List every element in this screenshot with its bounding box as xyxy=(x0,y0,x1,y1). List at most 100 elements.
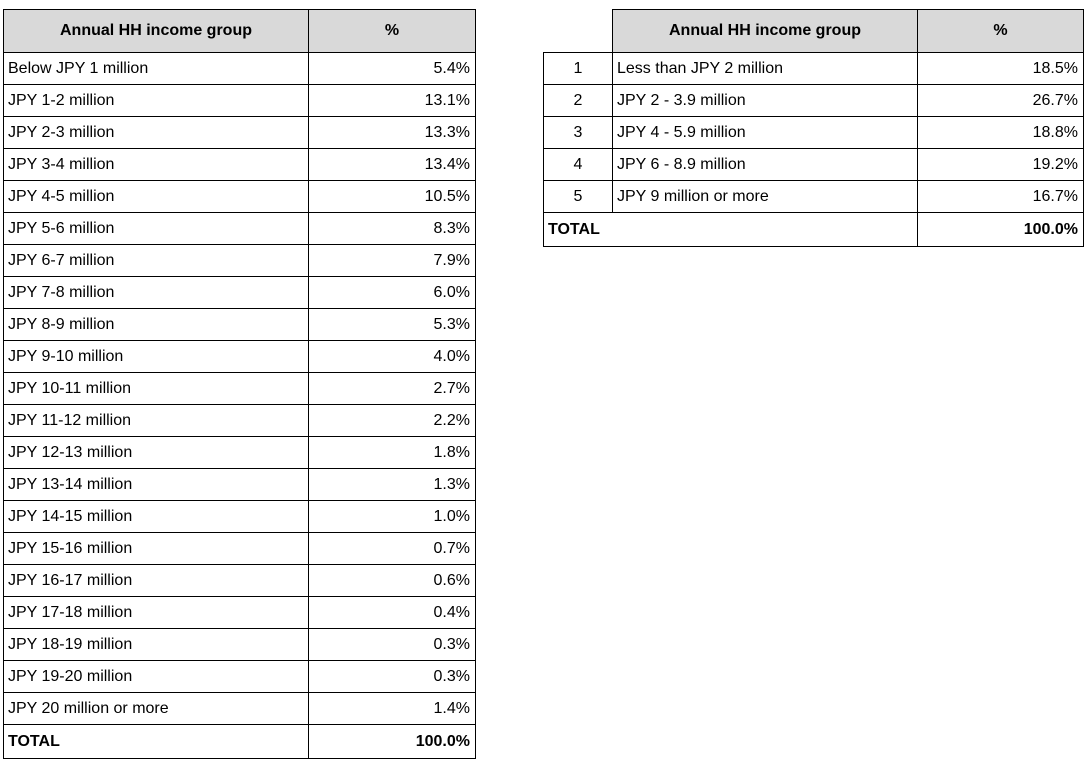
income-group-cell: JPY 15-16 million xyxy=(3,532,309,565)
table-row: JPY 13-14 million 1.3% xyxy=(3,468,476,501)
income-group-cell: JPY 4 - 5.9 million xyxy=(612,116,918,149)
table-body: Below JPY 1 million 5.4% JPY 1-2 million… xyxy=(3,52,476,725)
table-row: JPY 9-10 million 4.0% xyxy=(3,340,476,373)
table-row: JPY 19-20 million 0.3% xyxy=(3,660,476,693)
header-row: Annual HH income group % xyxy=(3,9,476,53)
blank-corner-cell xyxy=(544,10,613,53)
total-row: TOTAL 100.0% xyxy=(3,724,476,759)
income-group-cell: JPY 11-12 million xyxy=(3,404,309,437)
income-group-cell: JPY 12-13 million xyxy=(3,436,309,469)
percent-cell: 1.3% xyxy=(308,468,476,501)
table-row: JPY 10-11 million 2.7% xyxy=(3,372,476,405)
percent-cell: 1.0% xyxy=(308,500,476,533)
income-group-cell: JPY 2 - 3.9 million xyxy=(612,84,918,117)
table-row: JPY 3-4 million 13.4% xyxy=(3,148,476,181)
table-row: JPY 11-12 million 2.2% xyxy=(3,404,476,437)
table-row: 5 JPY 9 million or more 16.7% xyxy=(543,180,1084,213)
total-percent-cell: 100.0% xyxy=(917,212,1084,247)
percent-cell: 0.3% xyxy=(308,660,476,693)
income-distribution-detailed-table: Annual HH income group % Below JPY 1 mil… xyxy=(3,9,476,759)
row-number-cell: 4 xyxy=(543,148,613,181)
percent-cell: 7.9% xyxy=(308,244,476,277)
total-percent-cell: 100.0% xyxy=(308,724,476,759)
income-group-cell: JPY 16-17 million xyxy=(3,564,309,597)
table-row: JPY 12-13 million 1.8% xyxy=(3,436,476,469)
table-row: JPY 17-18 million 0.4% xyxy=(3,596,476,629)
income-group-cell: JPY 8-9 million xyxy=(3,308,309,341)
income-group-cell: JPY 17-18 million xyxy=(3,596,309,629)
percent-cell: 0.6% xyxy=(308,564,476,597)
income-group-cell: JPY 5-6 million xyxy=(3,212,309,245)
percent-cell: 18.5% xyxy=(917,52,1084,85)
table-row: JPY 14-15 million 1.0% xyxy=(3,500,476,533)
table-header: Annual HH income group % xyxy=(544,9,1084,53)
income-group-cell: JPY 13-14 million xyxy=(3,468,309,501)
row-number-cell: 2 xyxy=(543,84,613,117)
income-group-cell: JPY 19-20 million xyxy=(3,660,309,693)
income-group-cell: JPY 6 - 8.9 million xyxy=(612,148,918,181)
income-group-cell: JPY 7-8 million xyxy=(3,276,309,309)
row-number-cell: 5 xyxy=(543,180,613,213)
table-footer: TOTAL 100.0% xyxy=(3,724,476,759)
income-group-cell: JPY 3-4 million xyxy=(3,148,309,181)
table-row: 4 JPY 6 - 8.9 million 19.2% xyxy=(543,148,1084,181)
total-label-cell: TOTAL xyxy=(543,212,918,247)
row-number-cell: 3 xyxy=(543,116,613,149)
income-group-cell: JPY 20 million or more xyxy=(3,692,309,725)
percent-cell: 6.0% xyxy=(308,276,476,309)
percent-cell: 13.1% xyxy=(308,84,476,117)
percent-cell: 5.3% xyxy=(308,308,476,341)
percent-cell: 1.4% xyxy=(308,692,476,725)
row-number-cell: 1 xyxy=(543,52,613,85)
table-row: JPY 1-2 million 13.1% xyxy=(3,84,476,117)
percent-cell: 13.3% xyxy=(308,116,476,149)
table-row: JPY 4-5 million 10.5% xyxy=(3,180,476,213)
income-group-cell: Less than JPY 2 million xyxy=(612,52,918,85)
table-header: Annual HH income group % xyxy=(3,9,476,53)
table-row: JPY 20 million or more 1.4% xyxy=(3,692,476,725)
income-group-cell: JPY 1-2 million xyxy=(3,84,309,117)
total-row: TOTAL 100.0% xyxy=(543,212,1084,247)
table-row: JPY 5-6 million 8.3% xyxy=(3,212,476,245)
percent-cell: 0.3% xyxy=(308,628,476,661)
percent-cell: 1.8% xyxy=(308,436,476,469)
percent-cell: 0.7% xyxy=(308,532,476,565)
percent-cell: 26.7% xyxy=(917,84,1084,117)
header-row: Annual HH income group % xyxy=(544,9,1084,53)
percent-cell: 10.5% xyxy=(308,180,476,213)
header-income-group: Annual HH income group xyxy=(3,9,309,53)
income-group-cell: JPY 2-3 million xyxy=(3,116,309,149)
percent-cell: 16.7% xyxy=(917,180,1084,213)
table-footer: TOTAL 100.0% xyxy=(543,212,1084,247)
percent-cell: 5.4% xyxy=(308,52,476,85)
percent-cell: 2.2% xyxy=(308,404,476,437)
percent-cell: 8.3% xyxy=(308,212,476,245)
percent-cell: 19.2% xyxy=(917,148,1084,181)
total-label-cell: TOTAL xyxy=(3,724,309,759)
table-row: JPY 16-17 million 0.6% xyxy=(3,564,476,597)
table-body: 1 Less than JPY 2 million 18.5% 2 JPY 2 … xyxy=(543,52,1084,213)
percent-cell: 4.0% xyxy=(308,340,476,373)
table-row: 3 JPY 4 - 5.9 million 18.8% xyxy=(543,116,1084,149)
income-group-cell: JPY 9 million or more xyxy=(612,180,918,213)
table-row: JPY 7-8 million 6.0% xyxy=(3,276,476,309)
table-row: 2 JPY 2 - 3.9 million 26.7% xyxy=(543,84,1084,117)
percent-cell: 13.4% xyxy=(308,148,476,181)
income-group-cell: JPY 14-15 million xyxy=(3,500,309,533)
income-group-cell: JPY 6-7 million xyxy=(3,244,309,277)
table-row: JPY 15-16 million 0.7% xyxy=(3,532,476,565)
income-group-cell: JPY 10-11 million xyxy=(3,372,309,405)
table-row: JPY 18-19 million 0.3% xyxy=(3,628,476,661)
table-row: JPY 8-9 million 5.3% xyxy=(3,308,476,341)
percent-cell: 18.8% xyxy=(917,116,1084,149)
percent-cell: 2.7% xyxy=(308,372,476,405)
income-distribution-grouped-table: Annual HH income group % 1 Less than JPY… xyxy=(543,9,1084,247)
income-group-cell: Below JPY 1 million xyxy=(3,52,309,85)
header-percent: % xyxy=(308,9,476,53)
table-row: Below JPY 1 million 5.4% xyxy=(3,52,476,85)
table-row: 1 Less than JPY 2 million 18.5% xyxy=(543,52,1084,85)
header-income-group: Annual HH income group xyxy=(612,9,918,53)
header-percent: % xyxy=(917,9,1084,53)
percent-cell: 0.4% xyxy=(308,596,476,629)
table-row: JPY 2-3 million 13.3% xyxy=(3,116,476,149)
